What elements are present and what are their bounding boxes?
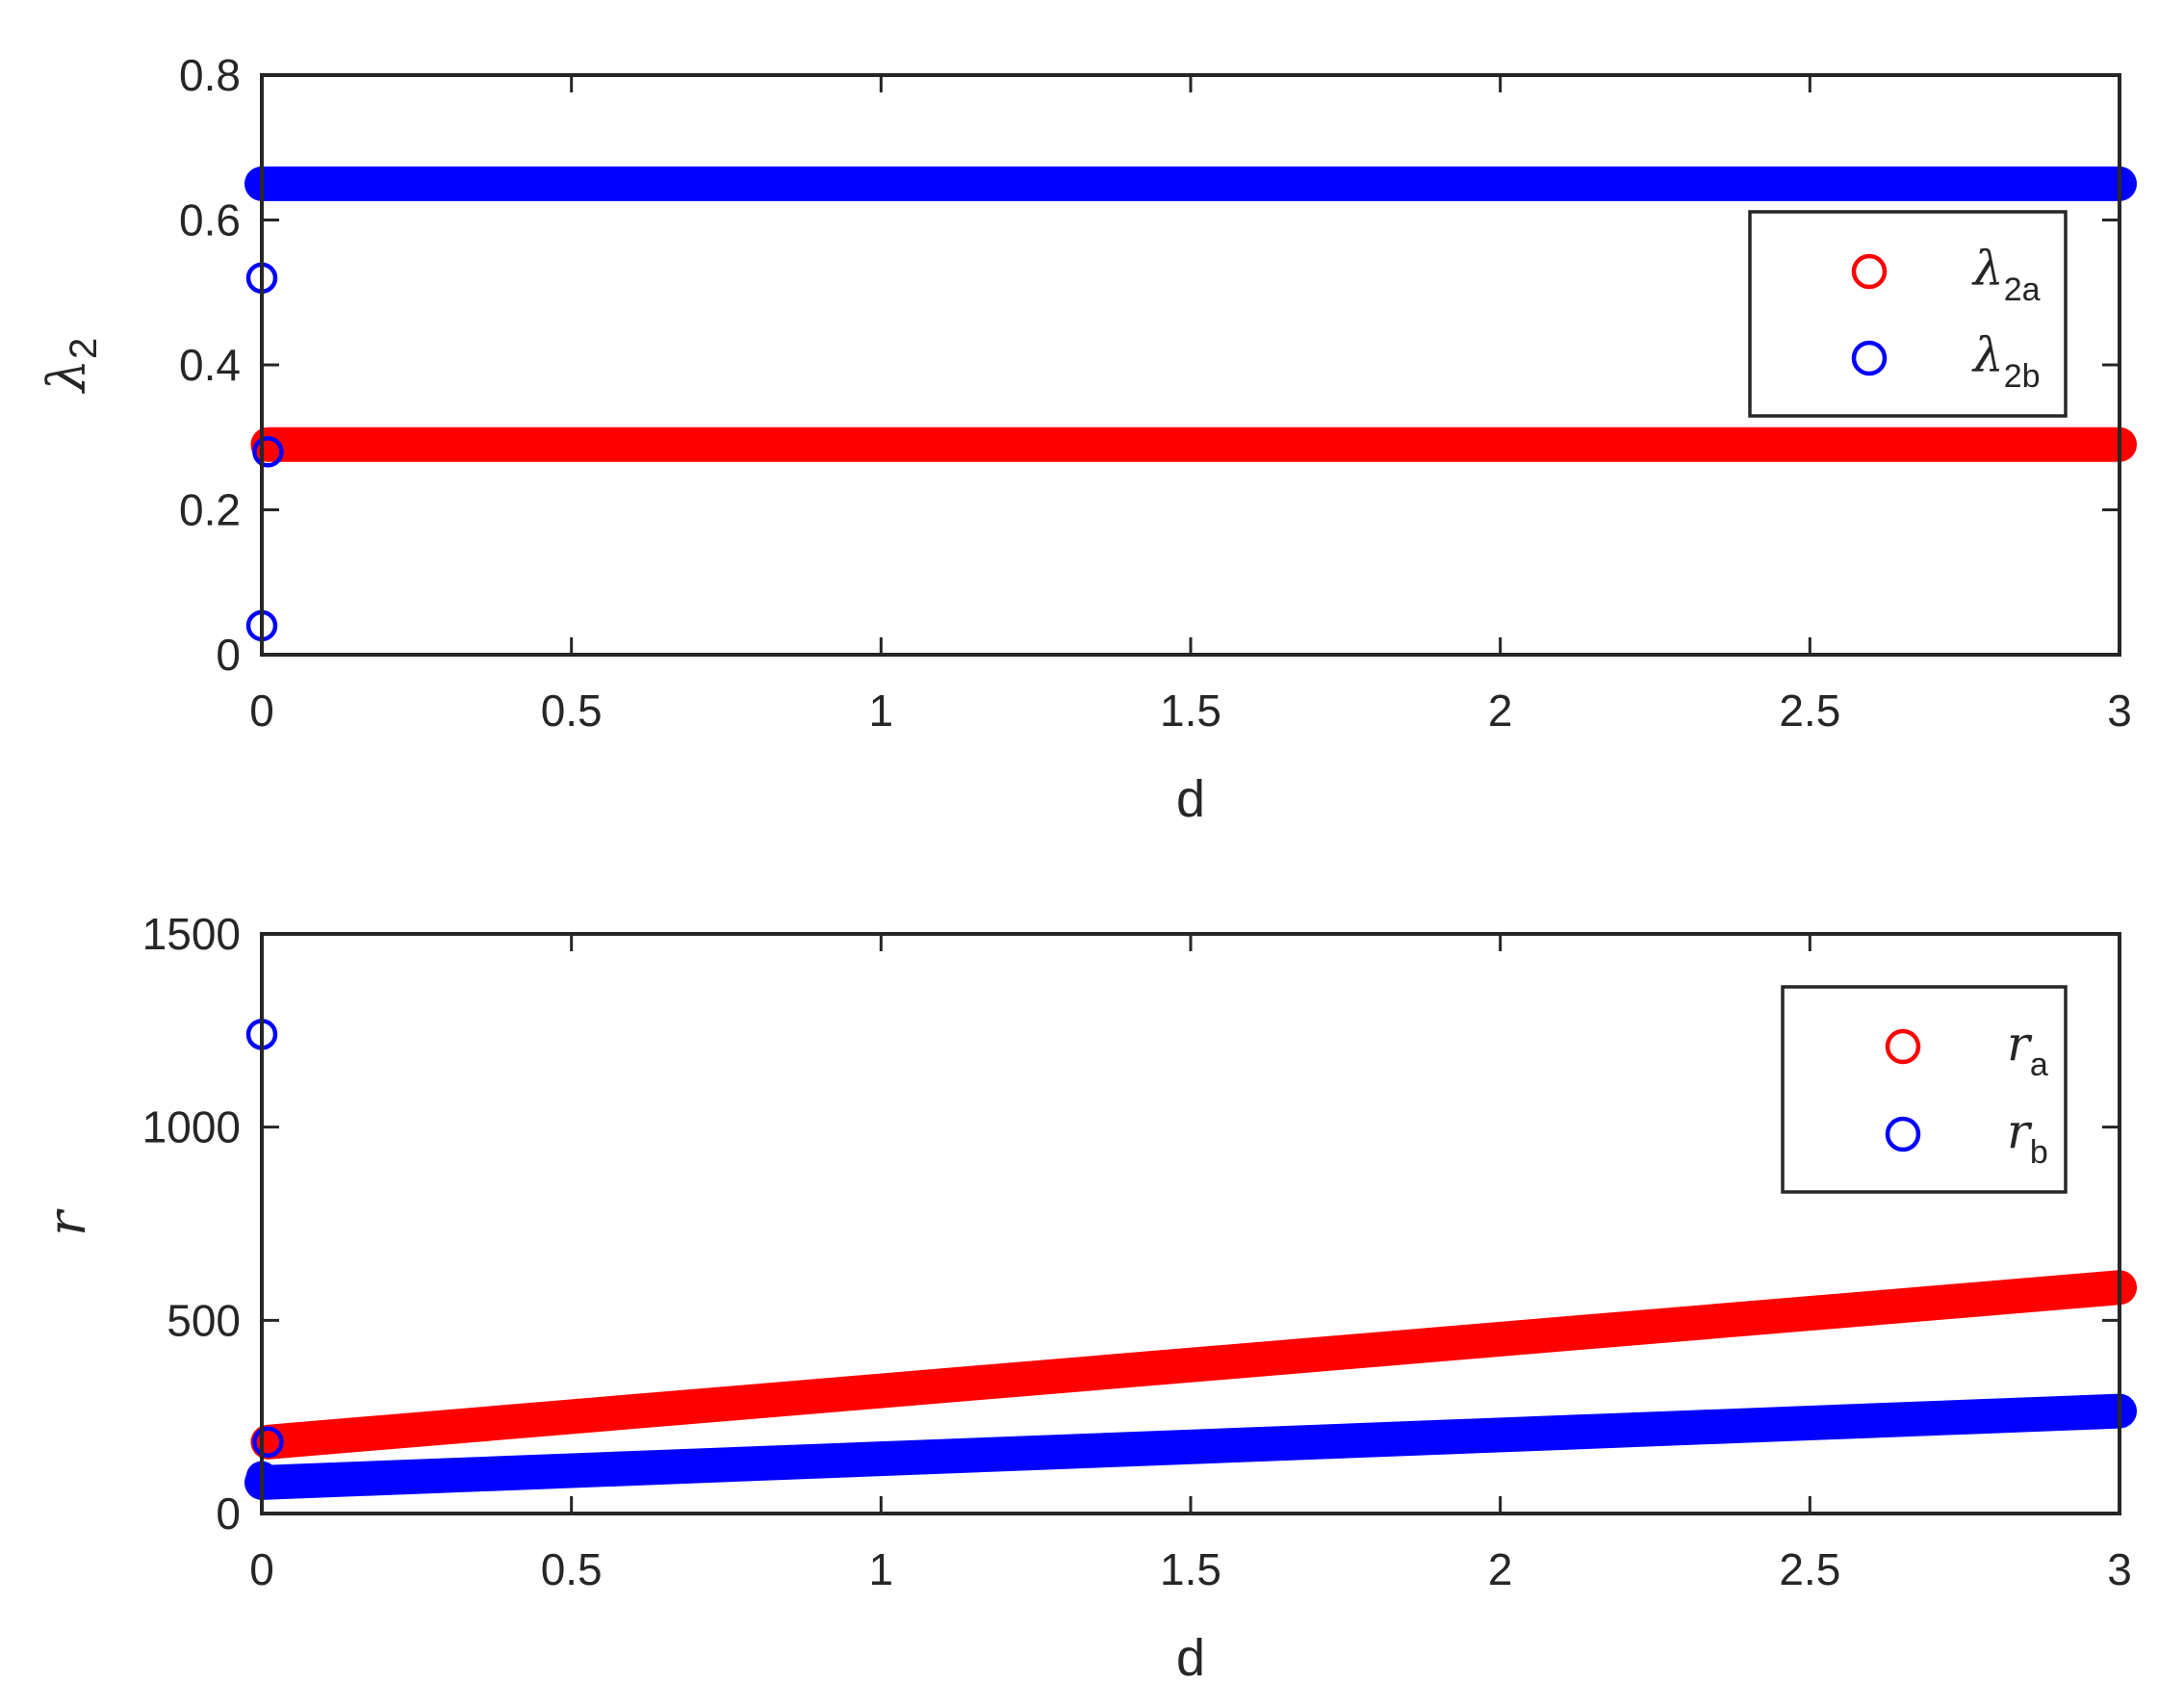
y-tick-label: 0 <box>216 1488 241 1539</box>
x-tick-label: 2.5 <box>1779 686 1840 736</box>
y-tick-label: 1000 <box>142 1102 241 1152</box>
x-tick-label: 1 <box>869 686 894 736</box>
legend-label-2a: λ2a <box>1971 241 2041 308</box>
x-tick-label: 1.5 <box>1160 1544 1221 1594</box>
y-tick-label: 500 <box>167 1295 241 1345</box>
x-tick-label: 2.5 <box>1779 1544 1840 1594</box>
x-tick-label: 1 <box>869 1544 894 1594</box>
x-tick-label: 2 <box>1488 1544 1513 1594</box>
data-point-2b-2 <box>252 436 284 468</box>
x-axis-label: d <box>1176 770 1205 828</box>
x-tick-label: 0.5 <box>541 1544 603 1594</box>
series-line-b <box>244 1393 2137 1500</box>
legend: ra rb <box>1781 985 2068 1194</box>
legend-marker-2a <box>1851 253 1888 290</box>
y-tick-label: 1500 <box>142 909 241 959</box>
legend-marker-2b <box>1851 340 1888 376</box>
legend-marker-a <box>1885 1028 1921 1065</box>
x-tick-label: 0 <box>249 686 274 736</box>
y-tick-label: 0.8 <box>179 50 241 100</box>
x-tick-label: 0.5 <box>541 686 603 736</box>
legend-box <box>1781 985 2068 1194</box>
legend-label-b: rb <box>2007 1103 2048 1171</box>
series-line-a <box>250 1270 2137 1460</box>
x-tick-label: 1.5 <box>1160 686 1221 736</box>
x-tick-label: 3 <box>2107 1544 2132 1594</box>
x-tick-label: 3 <box>2107 686 2132 736</box>
data-point-b-2 <box>252 1426 284 1459</box>
y-tick-label: 0.6 <box>179 195 241 246</box>
y-axis-label: r <box>37 1208 97 1236</box>
legend-box <box>1748 210 2068 418</box>
legend-label-2b: λ2b <box>1971 327 2041 395</box>
y-tick-label: 0.4 <box>179 340 241 390</box>
y-axis-label: λ2 <box>37 338 105 394</box>
x-tick-label: 2 <box>1488 686 1513 736</box>
legend-label-a: ra <box>2007 1016 2048 1083</box>
y-tick-label: 0 <box>216 630 241 680</box>
x-tick-label: 0 <box>249 1544 274 1594</box>
y-tick-label: 0.2 <box>179 485 241 535</box>
legend-marker-b <box>1885 1116 1921 1152</box>
chart-2: 0 0.5 1 1.5 2 2.5 3 0 500 1000 1500 d r ra rb <box>37 909 2137 1687</box>
x-axis-label: d <box>1176 1629 1205 1687</box>
